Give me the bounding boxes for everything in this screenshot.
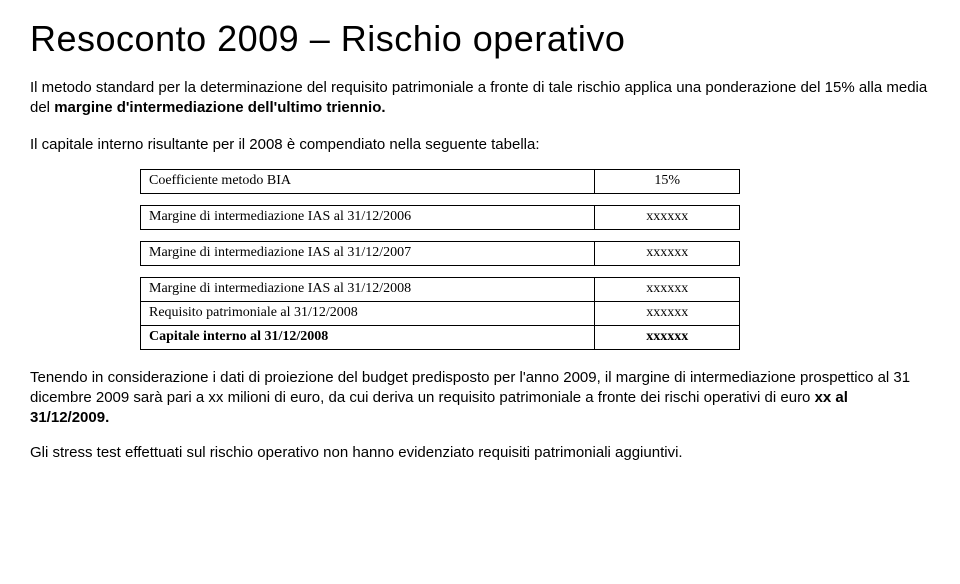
table-row: Margine di intermediazione IAS al 31/12/…	[141, 205, 740, 229]
paragraph-projection: Tenendo in considerazione i dati di proi…	[30, 368, 930, 429]
paragraph-method: Il metodo standard per la determinazione…	[30, 78, 930, 119]
table-cell-value: xxxxxx	[595, 277, 740, 301]
table-cell-value: xxxxxx	[595, 325, 740, 349]
table-cell-label: Capitale interno al 31/12/2008	[141, 325, 595, 349]
table-row: Requisito patrimoniale al 31/12/2008 xxx…	[141, 301, 740, 325]
capital-table: Coefficiente metodo BIA 15% Margine di i…	[140, 169, 740, 350]
table-spacer	[141, 265, 740, 277]
table-cell-label: Margine di intermediazione IAS al 31/12/…	[141, 241, 595, 265]
paragraph-method-bold: margine d'intermediazione dell'ultimo tr…	[54, 99, 385, 116]
paragraph-intro-table: Il capitale interno risultante per il 20…	[30, 135, 930, 155]
table-cell-label: Requisito patrimoniale al 31/12/2008	[141, 301, 595, 325]
table-cell-value: xxxxxx	[595, 241, 740, 265]
paragraph-stress-test: Gli stress test effettuati sul rischio o…	[30, 443, 930, 463]
capital-table-container: Coefficiente metodo BIA 15% Margine di i…	[140, 169, 930, 350]
page-title: Resoconto 2009 – Rischio operativo	[30, 18, 930, 60]
table-row: Margine di intermediazione IAS al 31/12/…	[141, 277, 740, 301]
paragraph-projection-text: Tenendo in considerazione i dati di proi…	[30, 369, 910, 406]
table-cell-value: 15%	[595, 169, 740, 193]
table-row-total: Capitale interno al 31/12/2008 xxxxxx	[141, 325, 740, 349]
table-row: Coefficiente metodo BIA 15%	[141, 169, 740, 193]
table-spacer	[141, 193, 740, 205]
table-cell-label: Coefficiente metodo BIA	[141, 169, 595, 193]
table-cell-value: xxxxxx	[595, 301, 740, 325]
table-cell-value: xxxxxx	[595, 205, 740, 229]
table-spacer	[141, 229, 740, 241]
table-row: Margine di intermediazione IAS al 31/12/…	[141, 241, 740, 265]
table-cell-label: Margine di intermediazione IAS al 31/12/…	[141, 277, 595, 301]
table-cell-label: Margine di intermediazione IAS al 31/12/…	[141, 205, 595, 229]
